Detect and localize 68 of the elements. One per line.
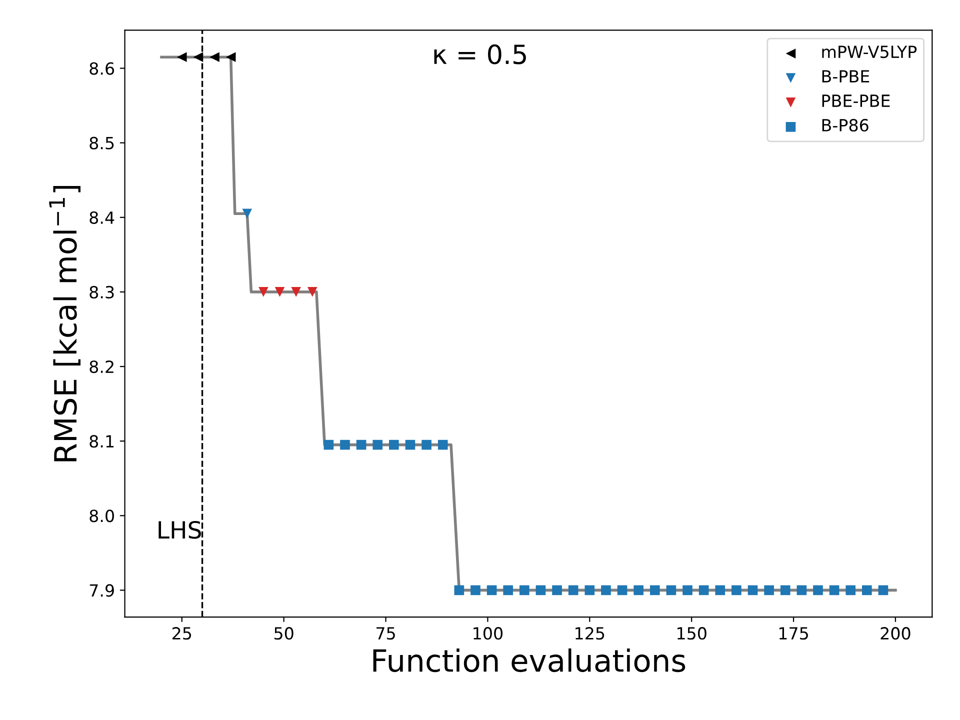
point	[193, 52, 204, 62]
x-tick-label: 125	[576, 627, 604, 640]
y-axis-title: RMSE [kcal mol$^{−1}$]	[49, 186, 80, 462]
point	[715, 585, 726, 596]
point	[617, 585, 628, 596]
y-tick-label: 8.2	[90, 360, 114, 374]
y-tick-label: 8.5	[90, 136, 114, 150]
point	[682, 585, 692, 596]
x-tick-label: 75	[376, 627, 395, 640]
point	[291, 287, 301, 297]
point	[584, 585, 595, 596]
point	[226, 52, 236, 62]
point	[568, 585, 578, 596]
x-tick-label: 150	[678, 627, 706, 640]
point	[389, 440, 399, 450]
ref-line-label: LHS	[158, 520, 201, 539]
x-tick-label: 50	[274, 627, 294, 640]
point	[176, 52, 187, 62]
y-tick-label: 8.3	[90, 286, 114, 299]
point	[470, 585, 480, 596]
point	[324, 440, 334, 450]
point	[356, 440, 366, 450]
y-tick-label: 8.6	[90, 62, 114, 75]
point	[454, 585, 464, 596]
y-tick-label: 8.0	[90, 510, 114, 522]
point	[878, 585, 888, 596]
y-tick-label: 8.1	[90, 435, 114, 448]
point	[813, 585, 823, 596]
point	[846, 585, 856, 596]
point	[796, 585, 807, 596]
point	[438, 440, 448, 450]
point	[698, 585, 709, 596]
y-tick-label: 8.4	[90, 211, 114, 224]
point	[829, 585, 840, 596]
legend-label: mPW-V5LYP	[822, 46, 917, 58]
point	[210, 52, 220, 62]
point	[405, 440, 416, 450]
point	[503, 585, 513, 596]
point	[486, 585, 497, 596]
point	[650, 585, 660, 596]
legend-label: PBE-PBE	[822, 94, 890, 107]
point	[634, 585, 644, 596]
point	[780, 585, 790, 596]
legend-label: B-PBE	[822, 70, 870, 82]
point	[242, 208, 252, 219]
y-tick-label: 7.9	[90, 584, 114, 597]
point	[274, 287, 285, 297]
point	[519, 585, 530, 596]
point	[764, 585, 774, 596]
x-axis-title: Function evaluations	[373, 648, 686, 672]
point	[666, 585, 676, 596]
point	[340, 440, 350, 450]
point	[536, 585, 546, 596]
x-tick-label: 175	[779, 627, 808, 640]
point	[552, 585, 562, 596]
point	[862, 585, 872, 596]
point	[372, 440, 383, 450]
point	[732, 585, 742, 596]
point	[258, 287, 268, 297]
point	[601, 585, 611, 596]
x-tick-label: 200	[880, 627, 910, 640]
point	[422, 440, 432, 450]
legend-label: B-P86	[822, 118, 868, 132]
point	[748, 585, 758, 596]
x-tick-label: 100	[474, 627, 503, 640]
annotation: κ = 0.5	[434, 44, 526, 64]
point	[307, 287, 318, 297]
x-tick-label: 25	[172, 627, 192, 640]
